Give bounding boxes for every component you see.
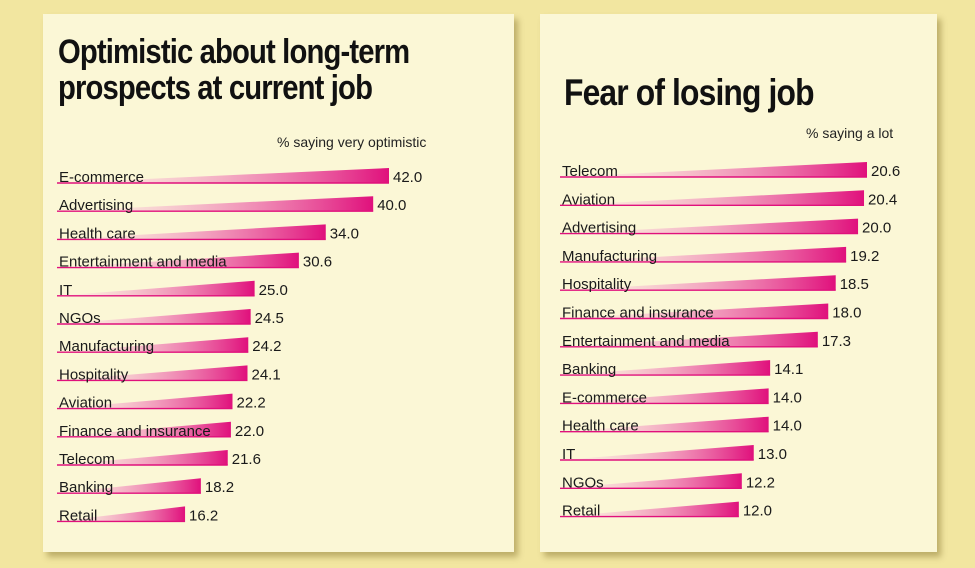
value-label: 22.2	[236, 395, 265, 412]
bar-chart-optimism: E-commerce 42.0 Advertising 40.0 Health care…	[57, 168, 422, 524]
bar-chart-fear: Telecom 20.6 Aviation 20.4 Advertising 20.0 Ma…	[560, 162, 900, 520]
category-label: Banking	[59, 479, 113, 496]
bar	[560, 388, 769, 404]
value-label: 24.5	[255, 310, 284, 327]
bar	[57, 224, 326, 240]
category-label: Aviation	[59, 395, 112, 412]
bar	[57, 168, 389, 183]
chart-title: Optimistic about long-term prospects at …	[58, 33, 410, 107]
bar	[560, 445, 754, 460]
value-label: 18.5	[840, 276, 869, 293]
value-label: 14.0	[773, 418, 802, 435]
value-label: 20.6	[871, 163, 900, 180]
category-label: Hospitality	[562, 276, 632, 293]
value-label: 18.2	[205, 479, 234, 496]
category-label: Health care	[59, 225, 136, 242]
value-label: 40.0	[377, 197, 406, 214]
value-label: 14.1	[774, 361, 803, 378]
chart-title: Fear of losing job	[564, 72, 815, 113]
bar	[57, 506, 186, 522]
category-label: Finance and insurance	[562, 305, 714, 322]
bar	[560, 218, 859, 234]
bar	[560, 360, 771, 376]
category-label: Finance and insurance	[59, 423, 211, 440]
value-label: 18.0	[832, 305, 861, 322]
value-label: 42.0	[393, 169, 422, 186]
category-label: Entertainment and media	[59, 254, 227, 271]
value-label: 24.2	[252, 338, 281, 355]
category-label: Manufacturing	[562, 248, 657, 265]
value-label: 30.6	[303, 254, 332, 271]
value-label: 20.0	[862, 220, 891, 237]
chart-panel-optimism: Optimistic about long-term prospects at …	[43, 14, 514, 552]
bar	[560, 416, 769, 432]
value-label: 24.1	[252, 366, 281, 383]
category-label: IT	[59, 282, 72, 299]
category-label: Banking	[562, 361, 616, 378]
bar	[57, 280, 255, 296]
category-label: Manufacturing	[59, 338, 154, 355]
category-label: Aviation	[562, 191, 615, 208]
bar	[560, 275, 836, 291]
category-label: Retail	[562, 503, 600, 520]
value-label: 19.2	[850, 248, 879, 265]
value-label: 14.0	[773, 389, 802, 406]
value-label: 16.2	[189, 507, 218, 524]
value-label: 17.3	[822, 333, 851, 350]
category-label: Health care	[562, 418, 639, 435]
bar	[57, 309, 251, 324]
category-label: NGOs	[562, 474, 604, 491]
category-label: Entertainment and media	[562, 333, 730, 350]
value-label: 13.0	[758, 446, 787, 463]
category-label: NGOs	[59, 310, 101, 327]
bar	[57, 450, 228, 465]
chart-subtitle: % saying a lot	[806, 125, 894, 141]
category-label: Advertising	[562, 220, 636, 237]
value-label: 34.0	[330, 225, 359, 242]
chart-subtitle: % saying very optimistic	[277, 134, 427, 150]
value-label: 12.0	[743, 503, 772, 520]
category-label: E-commerce	[562, 389, 647, 406]
bar	[57, 252, 299, 268]
category-label: Telecom	[562, 163, 618, 180]
value-label: 25.0	[259, 282, 288, 299]
bar	[57, 393, 233, 409]
bar	[560, 303, 829, 319]
category-label: Hospitality	[59, 366, 129, 383]
bar	[560, 162, 867, 177]
category-label: E-commerce	[59, 169, 144, 186]
bar	[560, 501, 739, 517]
chart-panel-fear: Fear of losing job % saying a lot Teleco…	[540, 14, 937, 552]
value-label: 22.0	[235, 423, 264, 440]
category-label: Retail	[59, 507, 97, 524]
bar	[57, 196, 374, 212]
value-label: 12.2	[746, 474, 775, 491]
bar	[57, 421, 231, 437]
category-label: Advertising	[59, 197, 133, 214]
value-label: 21.6	[232, 451, 261, 468]
bar	[57, 365, 248, 381]
value-label: 20.4	[868, 191, 897, 208]
category-label: Telecom	[59, 451, 115, 468]
category-label: IT	[562, 446, 575, 463]
